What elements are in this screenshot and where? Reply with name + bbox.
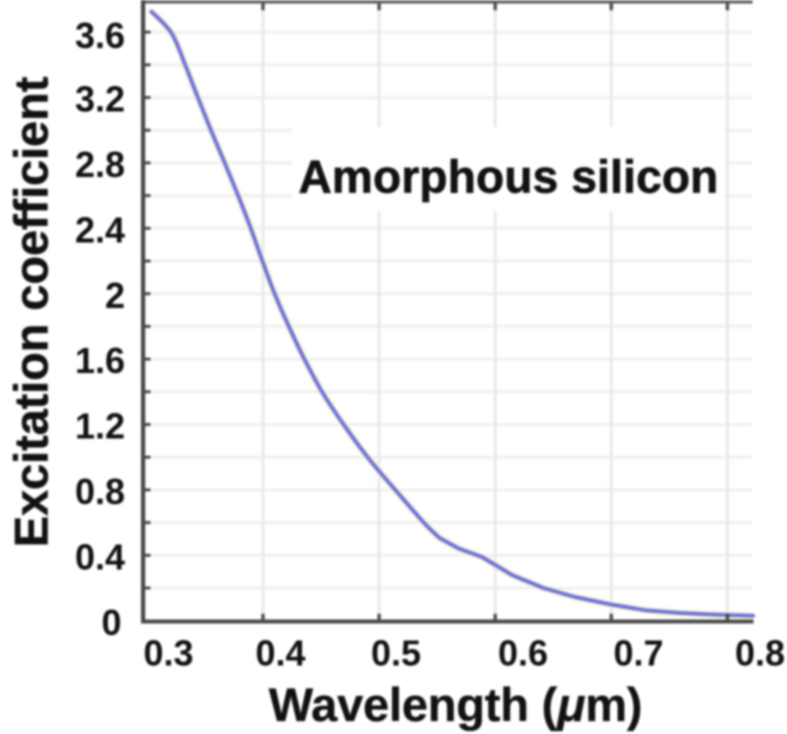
svg-text:1.6: 1.6 [75, 340, 125, 381]
svg-text:0: 0 [101, 602, 121, 643]
svg-text:0.4: 0.4 [255, 633, 305, 674]
svg-text:0.6: 0.6 [498, 633, 548, 674]
svg-text:1.2: 1.2 [75, 406, 125, 447]
svg-text:0.7: 0.7 [613, 633, 663, 674]
svg-text:0.3: 0.3 [143, 633, 193, 674]
svg-text:Excitation coefficient: Excitation coefficient [5, 76, 58, 547]
svg-text:0.5: 0.5 [371, 633, 421, 674]
svg-text:2.4: 2.4 [75, 209, 125, 250]
svg-text:0.8: 0.8 [735, 633, 785, 674]
svg-text:3.6: 3.6 [75, 15, 125, 56]
svg-text:0.4: 0.4 [75, 536, 125, 577]
svg-text:3.2: 3.2 [75, 79, 125, 120]
svg-text:2: 2 [105, 275, 125, 316]
svg-text:Amorphous silicon: Amorphous silicon [299, 151, 719, 203]
svg-text:0.8: 0.8 [75, 471, 125, 512]
svg-text:2.8: 2.8 [75, 144, 125, 185]
svg-text:Wavelength (μm): Wavelength (μm) [269, 678, 643, 731]
